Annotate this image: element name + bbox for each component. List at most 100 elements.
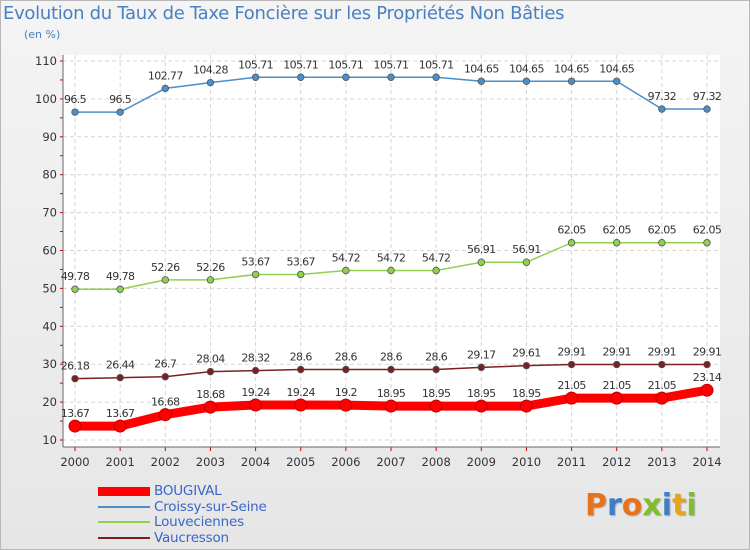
data-label: 96.5	[64, 93, 87, 106]
data-label: 102.77	[148, 69, 183, 82]
x-tick-label: 2014	[692, 455, 721, 469]
data-label: 21.05	[602, 379, 631, 392]
data-point	[342, 365, 350, 374]
y-tick-label: 80	[42, 168, 57, 182]
data-point	[522, 361, 531, 370]
data-point	[567, 239, 576, 247]
data-point	[251, 270, 260, 279]
data-label: 28.6	[425, 351, 448, 364]
data-point	[613, 360, 621, 369]
data-label: 96.5	[109, 93, 132, 106]
data-label: 97.32	[648, 90, 677, 103]
data-label: 28.6	[380, 351, 403, 364]
data-label: 29.91	[648, 346, 677, 359]
data-point	[161, 373, 169, 381]
data-point	[249, 398, 263, 412]
data-point	[477, 363, 485, 372]
data-point	[206, 276, 215, 284]
data-label: 49.78	[106, 270, 135, 283]
data-point	[703, 239, 711, 247]
data-point	[161, 84, 169, 93]
data-label: 105.71	[283, 58, 318, 71]
data-point	[658, 105, 666, 113]
data-point	[432, 266, 440, 275]
x-tick-label: 2011	[557, 455, 586, 469]
data-point	[658, 239, 666, 247]
data-label: 21.05	[557, 379, 586, 392]
data-label: 29.17	[467, 348, 496, 361]
data-label: 28.6	[290, 351, 313, 364]
data-point	[294, 398, 308, 412]
logo-letter: i	[686, 488, 697, 523]
data-point	[567, 360, 576, 369]
legend-label-louveciennes: Louveciennes	[154, 514, 244, 530]
data-label: 105.71	[328, 58, 363, 71]
data-label: 56.91	[512, 243, 541, 256]
data-point	[339, 398, 353, 412]
legend-label-croissy: Croissy-sur-Seine	[154, 498, 267, 515]
data-point	[251, 366, 260, 375]
data-label: 53.67	[241, 255, 270, 268]
data-label: 19.24	[241, 386, 270, 399]
data-label: 26.44	[106, 359, 135, 372]
data-point	[342, 73, 350, 81]
logo-letter: r	[607, 488, 622, 523]
data-point	[71, 285, 79, 293]
data-label: 19.2	[335, 386, 357, 399]
data-point	[68, 419, 82, 433]
data-label: 53.67	[286, 255, 315, 268]
x-tick-label: 2000	[60, 455, 89, 469]
data-label: 56.91	[467, 243, 496, 256]
x-tick-label: 2007	[376, 455, 405, 469]
data-point	[477, 77, 485, 85]
data-label: 105.71	[374, 58, 409, 71]
data-label: 54.72	[332, 252, 361, 265]
data-label: 13.67	[61, 407, 90, 420]
data-point	[700, 383, 714, 397]
legend-label-bougival: BOUGIVAL	[154, 483, 222, 499]
data-point	[384, 399, 398, 413]
data-label: 28.32	[241, 352, 270, 365]
logo-letter: o	[621, 488, 643, 523]
data-point	[158, 408, 172, 422]
legend-swatch-croissy	[98, 505, 150, 508]
data-label: 104.65	[554, 62, 589, 75]
data-label: 29.91	[602, 346, 631, 359]
data-point	[703, 105, 711, 113]
chart-title: Evolution du Taux de Taxe Foncière sur l…	[3, 3, 565, 24]
data-label: 52.26	[196, 261, 225, 274]
data-point	[206, 367, 215, 376]
legend-label-vaucresson: Vaucresson	[154, 529, 229, 546]
data-point	[116, 108, 124, 116]
data-point	[432, 365, 440, 374]
logo-letter: x	[642, 488, 662, 523]
data-point	[477, 258, 485, 266]
data-point	[655, 391, 669, 405]
x-tick-label: 2006	[331, 455, 360, 469]
data-label: 29.91	[557, 346, 586, 359]
x-tick-label: 2009	[467, 455, 496, 469]
logo-letter: i	[661, 488, 673, 523]
y-tick-label: 50	[42, 281, 57, 295]
data-point	[387, 365, 395, 374]
data-point	[522, 77, 531, 85]
x-tick-label: 2012	[602, 455, 631, 469]
x-tick-label: 2001	[106, 455, 135, 469]
y-tick-label: 70	[42, 206, 57, 220]
data-point	[387, 266, 395, 275]
data-point	[522, 258, 531, 266]
data-point	[613, 239, 621, 247]
data-point	[429, 399, 443, 413]
data-point	[251, 73, 260, 81]
proxiti-logo: Proxiti	[585, 488, 697, 523]
data-label: 54.72	[422, 252, 451, 265]
data-point	[297, 365, 305, 374]
data-label: 104.65	[599, 62, 634, 75]
data-label: 29.61	[512, 347, 541, 360]
x-tick-label: 2008	[422, 455, 451, 469]
data-label: 21.05	[648, 379, 677, 392]
data-label: 49.78	[61, 270, 90, 283]
y-tick-label: 60	[42, 244, 57, 258]
data-point	[658, 360, 666, 369]
x-tick-label: 2013	[647, 455, 676, 469]
